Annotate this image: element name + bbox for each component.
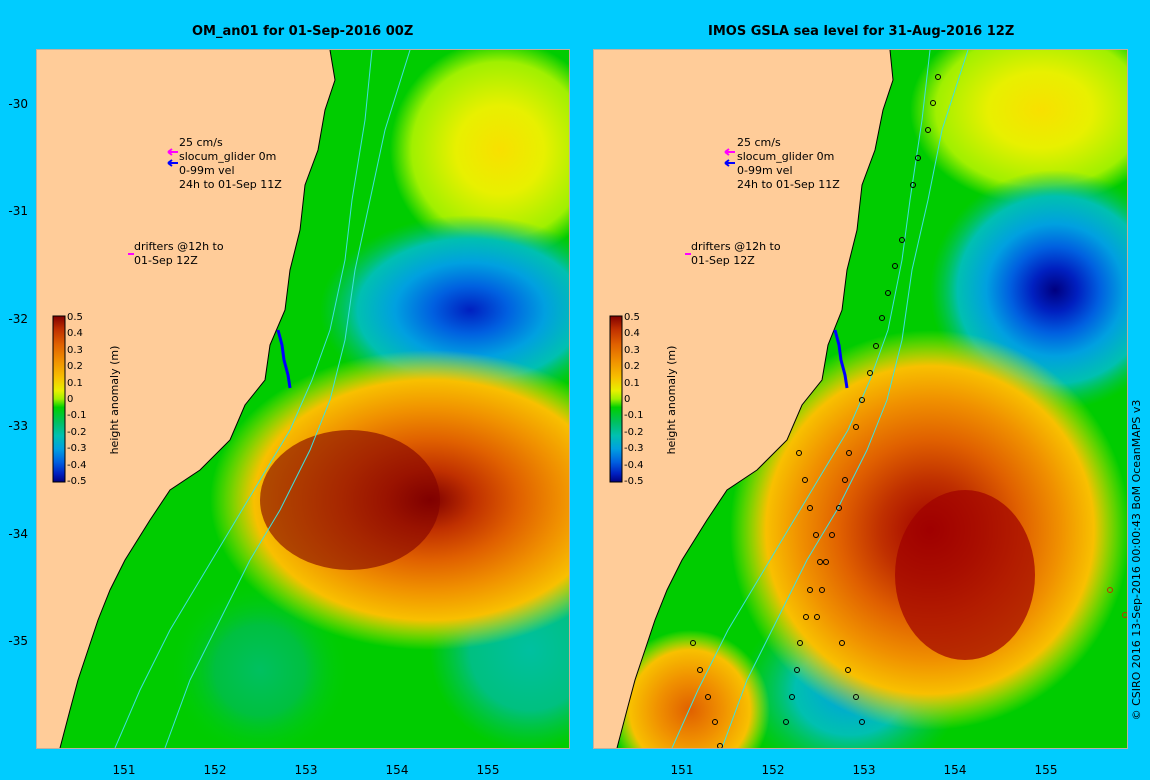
right-cbar-tick: -0.3 bbox=[624, 443, 644, 454]
right-drifter-scale-arrow bbox=[724, 148, 735, 156]
left-cbar-tick: -0.4 bbox=[67, 460, 87, 471]
left-drifters-line1: drifters @12h to bbox=[134, 240, 224, 253]
right-time-label: 24h to 01-Sep 11Z bbox=[737, 178, 840, 191]
right-lon-tick: 154 bbox=[944, 763, 967, 777]
left-lat-axis: -30 -31 -32 -33 -34 -35 bbox=[8, 97, 28, 648]
right-drifters-line2: 01-Sep 12Z bbox=[691, 254, 755, 267]
right-warm-eddy-north bbox=[910, 50, 1127, 205]
left-map-panel: 25 cm/s slocum_glider 0m 0-99m vel 24h t… bbox=[8, 49, 570, 777]
right-glider-positions bbox=[690, 74, 1127, 748]
left-warm-eddy-north bbox=[390, 50, 569, 260]
right-colorbar-label: height anomaly (m) bbox=[665, 346, 678, 455]
left-cbar-tick: 0.5 bbox=[67, 312, 83, 323]
left-cbar-tick: -0.3 bbox=[67, 443, 87, 454]
right-lon-tick: 152 bbox=[762, 763, 785, 777]
right-warm-south bbox=[610, 630, 770, 748]
left-lon-tick: 155 bbox=[477, 763, 500, 777]
left-lon-tick: 152 bbox=[204, 763, 227, 777]
right-cbar-tick: -0.2 bbox=[624, 427, 644, 438]
left-time-label: 24h to 01-Sep 11Z bbox=[179, 178, 282, 191]
right-vector-scale: 25 cm/s bbox=[737, 136, 781, 149]
left-colorbar-label: height anomaly (m) bbox=[108, 346, 121, 455]
left-land bbox=[37, 50, 335, 748]
left-lat-tick: -30 bbox=[8, 97, 28, 111]
left-cbar-tick: -0.2 bbox=[67, 427, 87, 438]
credit-text: © CSIRO 2016 13-Sep-2016 00:00:43 BoM Oc… bbox=[1130, 400, 1143, 721]
left-glider-track bbox=[276, 329, 292, 389]
left-panel-title: OM_an01 for 01-Sep-2016 00Z bbox=[192, 24, 414, 39]
right-cbar-tick: -0.4 bbox=[624, 460, 644, 471]
right-cbar-tick: 0.4 bbox=[624, 328, 640, 339]
right-map-panel: 25 cm/s slocum_glider 0m 0-99m vel 24h t… bbox=[593, 49, 1128, 777]
left-lon-tick: 154 bbox=[386, 763, 409, 777]
left-drifter-scale-arrow bbox=[167, 148, 178, 156]
left-coastline bbox=[59, 50, 336, 748]
right-drifters-line1: drifters @12h to bbox=[691, 240, 781, 253]
left-vel-label: 0-99m vel bbox=[179, 164, 235, 177]
left-lat-tick: -31 bbox=[8, 204, 28, 218]
left-lat-tick: -35 bbox=[8, 634, 28, 648]
right-coastline bbox=[616, 50, 894, 748]
left-cbar-tick: 0.3 bbox=[67, 345, 83, 356]
right-cbar-tick: 0.5 bbox=[624, 312, 640, 323]
right-lon-tick: 153 bbox=[853, 763, 876, 777]
right-panel-title: IMOS GSLA sea level for 31-Aug-2016 12Z bbox=[708, 24, 1015, 39]
right-glider-track bbox=[833, 329, 849, 389]
left-glider-scale-arrow bbox=[167, 159, 178, 167]
right-lon-tick: 151 bbox=[671, 763, 694, 777]
left-glider-label: slocum_glider 0m bbox=[179, 150, 276, 163]
right-cbar-tick: -0.1 bbox=[624, 410, 644, 421]
left-lat-tick: -33 bbox=[8, 419, 28, 433]
right-cbar-tick: -0.5 bbox=[624, 476, 644, 487]
left-cbar-tick: 0.1 bbox=[67, 378, 83, 389]
left-colorbar-ticks: 0.5 0.4 0.3 0.2 0.1 0 -0.1 -0.2 -0.3 -0.… bbox=[67, 312, 87, 487]
right-warm-peak bbox=[895, 490, 1035, 660]
left-cbar-tick: 0 bbox=[67, 394, 73, 405]
right-cbar-tick: 0 bbox=[624, 394, 630, 405]
left-cbar-tick: -0.5 bbox=[67, 476, 87, 487]
left-drifters-line2: 01-Sep 12Z bbox=[134, 254, 198, 267]
left-lat-tick: -32 bbox=[8, 312, 28, 326]
left-lon-axis: 151 152 153 154 155 bbox=[113, 763, 500, 777]
right-land bbox=[594, 50, 893, 748]
left-colorbar bbox=[52, 315, 66, 483]
right-colorbar-ticks: 0.5 0.4 0.3 0.2 0.1 0 -0.1 -0.2 -0.3 -0.… bbox=[624, 312, 644, 487]
right-lon-axis: 151 152 153 154 155 bbox=[671, 763, 1058, 777]
right-isobath-1 bbox=[671, 50, 931, 748]
right-isobath-2 bbox=[721, 50, 969, 748]
left-cbar-tick: 0.4 bbox=[67, 328, 83, 339]
right-colorbar bbox=[609, 315, 623, 483]
left-cbar-tick: -0.1 bbox=[67, 410, 87, 421]
left-isobath-2 bbox=[164, 50, 411, 748]
right-lon-tick: 155 bbox=[1035, 763, 1058, 777]
left-vector-scale: 25 cm/s bbox=[179, 136, 223, 149]
left-isobath-1 bbox=[114, 50, 373, 748]
right-glider-label: slocum_glider 0m bbox=[737, 150, 834, 163]
left-lon-tick: 153 bbox=[295, 763, 318, 777]
right-vel-label: 0-99m vel bbox=[737, 164, 793, 177]
right-glider-scale-arrow bbox=[724, 159, 735, 167]
right-cbar-tick: 0.3 bbox=[624, 345, 640, 356]
left-lon-tick: 151 bbox=[113, 763, 136, 777]
left-warm-peak bbox=[260, 430, 440, 570]
left-cbar-tick: 0.2 bbox=[67, 361, 83, 372]
right-cbar-tick: 0.1 bbox=[624, 378, 640, 389]
right-cbar-tick: 0.2 bbox=[624, 361, 640, 372]
left-lat-tick: -34 bbox=[8, 527, 28, 541]
